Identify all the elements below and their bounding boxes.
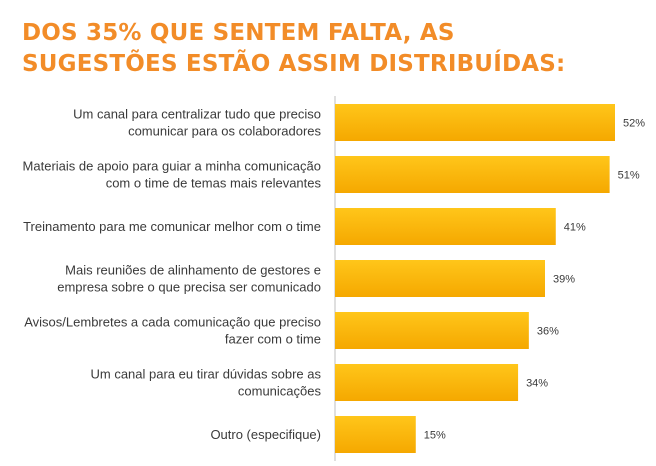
bar-4 xyxy=(335,260,545,297)
data-label-4: 39% xyxy=(553,274,575,286)
bar-7 xyxy=(335,416,416,453)
data-label-1: 52% xyxy=(623,118,645,130)
category-label-7-line-1: Outro (especifique) xyxy=(210,427,321,442)
data-label-3: 41% xyxy=(564,222,586,234)
bar-3 xyxy=(335,208,556,245)
category-label-5-line-2: fazer com o time xyxy=(225,332,321,347)
category-label-5-line-1: Avisos/Lembretes a cada comunicação que … xyxy=(24,315,321,330)
category-label-2-line-1: Materiais de apoio para guiar a minha co… xyxy=(23,159,321,174)
category-label-4-line-2: empresa sobre o que precisa ser comunica… xyxy=(57,280,321,295)
chart-title: DOS 35% QUE SENTEM FALTA, AS SUGESTÕES E… xyxy=(22,18,642,80)
category-label-6-line-1: Um canal para eu tirar dúvidas sobre as xyxy=(90,367,321,382)
data-label-7: 15% xyxy=(424,430,446,442)
data-label-6: 34% xyxy=(526,378,548,390)
chart-title-line-1: DOS 35% QUE SENTEM FALTA, AS xyxy=(22,20,455,46)
category-label-2-line-2: com o time de temas mais relevantes xyxy=(106,176,322,191)
category-label-4-line-1: Mais reuniões de alinhamento de gestores… xyxy=(65,263,321,278)
chart-title-line-2: SUGESTÕES ESTÃO ASSIM DISTRIBUÍDAS: xyxy=(22,51,566,77)
bar-2 xyxy=(335,156,610,193)
data-label-2: 51% xyxy=(618,170,640,182)
data-label-5: 36% xyxy=(537,326,559,338)
category-label-1-line-2: comunicar para os colaboradores xyxy=(128,124,321,139)
bar-6 xyxy=(335,364,519,401)
bars-group: 52% Um canal para centralizar tudo que pr… xyxy=(23,104,645,453)
bar-1 xyxy=(335,104,615,141)
category-label-6-line-2: comunicações xyxy=(238,384,322,399)
category-label-3-line-1: Treinamento para me comunicar melhor com… xyxy=(23,219,321,234)
bar-5 xyxy=(335,312,529,349)
category-label-1-line-1: Um canal para centralizar tudo que preci… xyxy=(73,107,321,122)
